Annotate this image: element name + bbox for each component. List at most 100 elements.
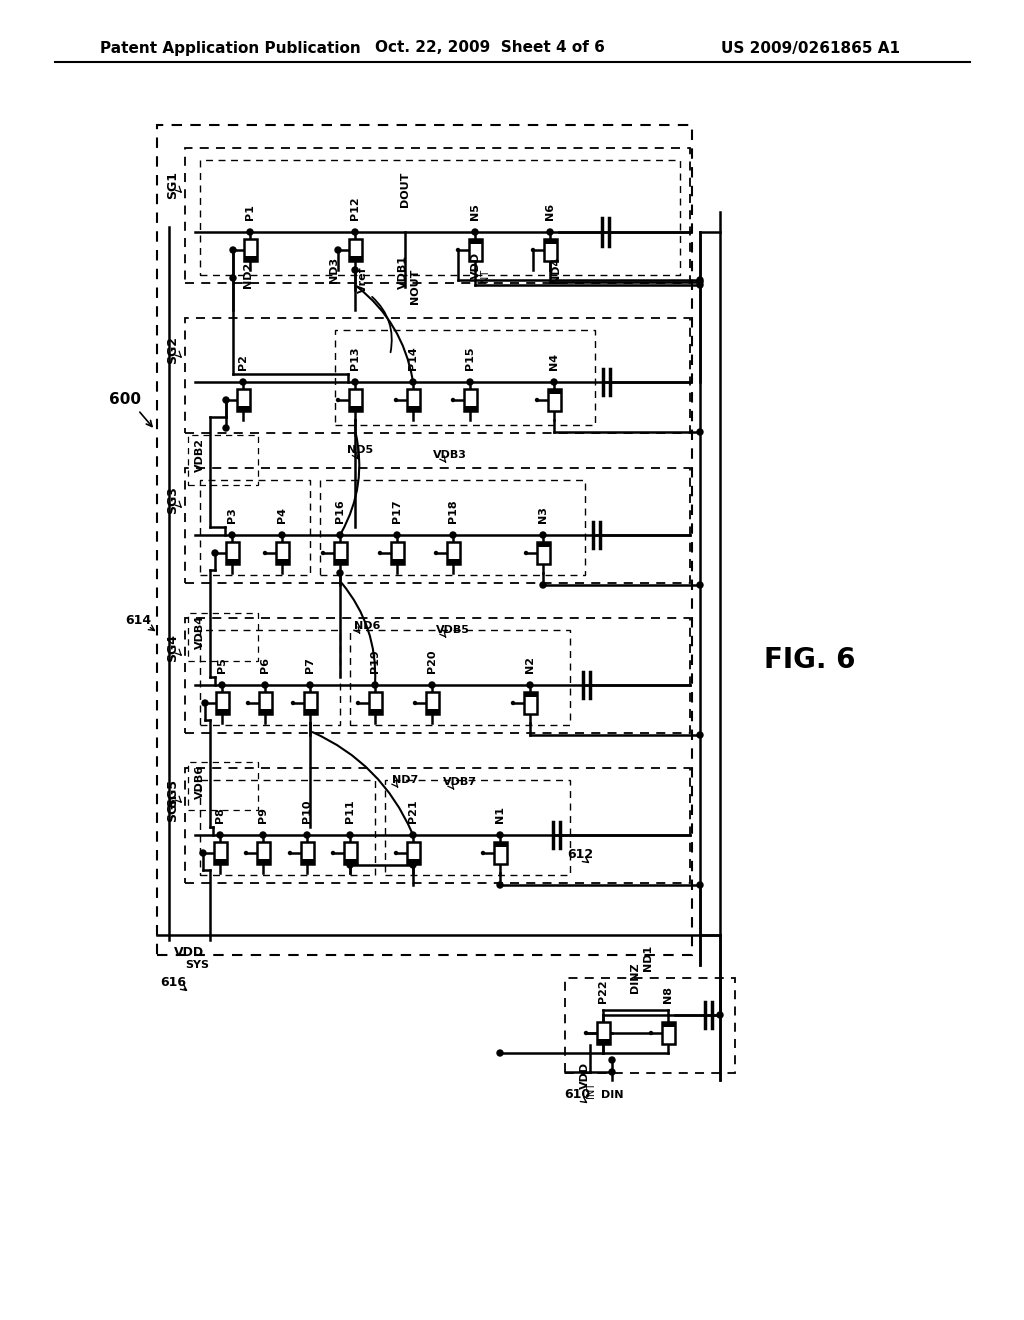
Circle shape [585, 1031, 588, 1035]
Bar [407, 859, 420, 865]
Text: P11: P11 [345, 800, 355, 822]
Circle shape [429, 682, 435, 688]
Circle shape [540, 532, 546, 539]
Circle shape [609, 1069, 615, 1074]
Bar [334, 543, 347, 564]
Circle shape [247, 701, 250, 705]
Circle shape [204, 701, 207, 705]
Text: VDD: VDD [471, 251, 481, 279]
Circle shape [212, 550, 218, 556]
Bar [349, 256, 362, 261]
Bar [597, 1022, 610, 1044]
Text: P2: P2 [238, 354, 248, 370]
Text: SG3: SG3 [167, 486, 179, 513]
Text: ND2: ND2 [243, 261, 253, 288]
Text: 616: 616 [160, 977, 186, 990]
Text: SYS: SYS [185, 960, 209, 970]
Bar [464, 389, 477, 411]
Text: NOUT: NOUT [410, 268, 420, 304]
Bar [301, 859, 314, 865]
Bar [391, 558, 404, 564]
Circle shape [304, 832, 310, 838]
Bar [344, 842, 357, 865]
Text: P10: P10 [302, 800, 312, 822]
Bar [537, 543, 550, 564]
Circle shape [410, 379, 416, 385]
Text: N3: N3 [538, 506, 548, 523]
Circle shape [217, 832, 223, 838]
Circle shape [697, 429, 703, 436]
Bar [407, 389, 420, 411]
Circle shape [352, 228, 358, 235]
Text: Oct. 22, 2009  Sheet 4 of 6: Oct. 22, 2009 Sheet 4 of 6 [375, 41, 605, 55]
Text: ND3: ND3 [329, 257, 339, 282]
Bar [407, 842, 420, 865]
Text: N2: N2 [525, 656, 535, 673]
Bar [276, 543, 289, 564]
Text: P7: P7 [305, 657, 315, 673]
Bar [447, 543, 460, 564]
Bar [304, 692, 317, 714]
Text: US 2009/0261865 A1: US 2009/0261865 A1 [721, 41, 900, 55]
Bar [544, 239, 557, 261]
Circle shape [414, 701, 417, 705]
Text: P19: P19 [370, 649, 380, 673]
Bar [259, 692, 272, 714]
Bar [548, 389, 561, 393]
Circle shape [231, 248, 234, 252]
Text: P12: P12 [350, 197, 360, 220]
Bar [244, 256, 257, 261]
Circle shape [292, 701, 295, 705]
Bar [188, 436, 258, 484]
Bar [185, 618, 690, 733]
Text: P9: P9 [258, 807, 268, 822]
Circle shape [352, 267, 358, 273]
Bar [301, 842, 314, 865]
Text: VDB7: VDB7 [443, 777, 477, 787]
Bar [226, 543, 239, 564]
Circle shape [551, 379, 557, 385]
Circle shape [697, 733, 703, 738]
Circle shape [540, 582, 546, 587]
Circle shape [229, 532, 234, 539]
Circle shape [457, 248, 460, 252]
Text: 610: 610 [564, 1089, 590, 1101]
Text: VDB5: VDB5 [436, 624, 470, 635]
Text: INT: INT [480, 269, 490, 285]
Bar [344, 859, 357, 865]
Circle shape [697, 582, 703, 587]
Bar [548, 389, 561, 411]
Circle shape [410, 862, 416, 869]
Bar [524, 692, 537, 714]
Text: P8: P8 [215, 807, 225, 822]
Circle shape [450, 532, 456, 539]
Text: P13: P13 [350, 346, 360, 370]
Text: 600: 600 [109, 392, 141, 408]
Bar [494, 842, 507, 847]
Text: VDB2: VDB2 [195, 438, 205, 473]
Bar [200, 780, 375, 875]
Bar [304, 709, 317, 714]
Circle shape [472, 228, 478, 235]
Circle shape [337, 532, 343, 539]
Text: VDB4: VDB4 [195, 615, 205, 649]
Circle shape [649, 1031, 652, 1035]
Bar [544, 239, 557, 244]
Bar [349, 407, 362, 411]
Text: DINZ: DINZ [630, 962, 640, 993]
Text: P21: P21 [408, 800, 418, 822]
Circle shape [347, 862, 353, 869]
Circle shape [512, 701, 514, 705]
Circle shape [202, 700, 208, 706]
Bar [244, 239, 257, 261]
Bar [185, 318, 690, 433]
Bar [385, 780, 570, 875]
Circle shape [410, 832, 416, 838]
Bar [334, 558, 347, 564]
Circle shape [223, 425, 229, 432]
Text: N8: N8 [663, 986, 673, 1003]
Bar [200, 160, 680, 275]
Text: Patent Application Publication: Patent Application Publication [100, 41, 360, 55]
Circle shape [230, 275, 236, 281]
Bar [200, 480, 310, 576]
